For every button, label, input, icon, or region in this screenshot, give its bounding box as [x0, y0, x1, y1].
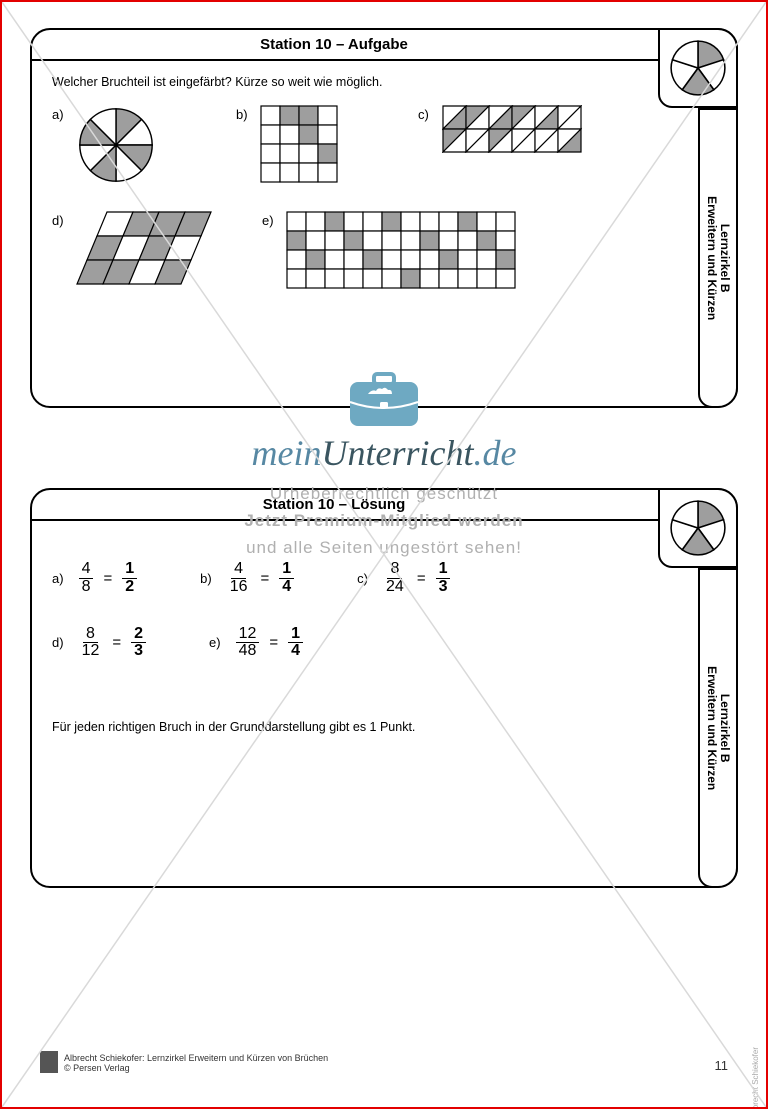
pie-shape [76, 105, 156, 185]
exercise-label: e) [262, 211, 278, 228]
exercise-b: b) [236, 105, 338, 183]
solution-card: Station 10 – Lösung Lernzirkel B Erweite… [30, 488, 738, 888]
task-prompt: Welcher Bruchteil ist eingefärbt? Kürze … [52, 75, 696, 89]
side-copyright: © Albrecht Schiekofer [751, 1047, 760, 1109]
solution-item: b) 416=14 [200, 561, 297, 596]
side-tab-line2: Erweitern und Kürzen [705, 196, 718, 320]
footer-publisher: © Persen Verlag [64, 1063, 328, 1073]
exercise-a: a) [52, 105, 156, 185]
solution-card-title: Station 10 – Lösung [32, 490, 736, 521]
exercise-e: e) [262, 211, 516, 289]
corner-pie-icon [658, 488, 738, 568]
grid-shape [260, 105, 338, 183]
side-tab-line1: Lernzirkel B [718, 196, 731, 320]
exercise-c: c) [418, 105, 582, 153]
publisher-icon [40, 1051, 58, 1073]
solution-item: a) 48=12 [52, 561, 140, 596]
tri-grid-shape [442, 105, 582, 153]
page-border: Station 10 – Aufgabe Lernzirkel B Erweit… [0, 0, 768, 1109]
solution-item: c) 824=13 [357, 561, 453, 596]
page-footer: Albrecht Schiekofer: Lernzirkel Erweiter… [40, 1051, 728, 1073]
side-tab-line2: Erweitern und Kürzen [705, 666, 718, 790]
task-card-title: Station 10 – Aufgabe [32, 30, 736, 61]
side-tab: Lernzirkel B Erweitern und Kürzen [698, 108, 738, 408]
solution-item: e) 1248=14 [209, 626, 306, 661]
footer-author: Albrecht Schiekofer: Lernzirkel Erweiter… [64, 1053, 328, 1063]
exercise-label: a) [52, 105, 68, 122]
side-tab-line1: Lernzirkel B [718, 666, 731, 790]
exercise-label: c) [418, 105, 434, 122]
grid-shape [286, 211, 516, 289]
corner-pie-icon [658, 28, 738, 108]
solution-item: d) 812=23 [52, 626, 149, 661]
side-tab: Lernzirkel B Erweitern und Kürzen [698, 568, 738, 888]
page-number: 11 [715, 1058, 729, 1073]
exercise-label: d) [52, 211, 68, 228]
exercise-label: b) [236, 105, 252, 122]
solution-note: Für jeden richtigen Bruch in der Grundda… [52, 720, 696, 734]
task-card: Station 10 – Aufgabe Lernzirkel B Erweit… [30, 28, 738, 408]
exercise-d: d) [52, 211, 212, 285]
briefcase-icon [344, 372, 424, 432]
para-grid-shape [76, 211, 212, 285]
